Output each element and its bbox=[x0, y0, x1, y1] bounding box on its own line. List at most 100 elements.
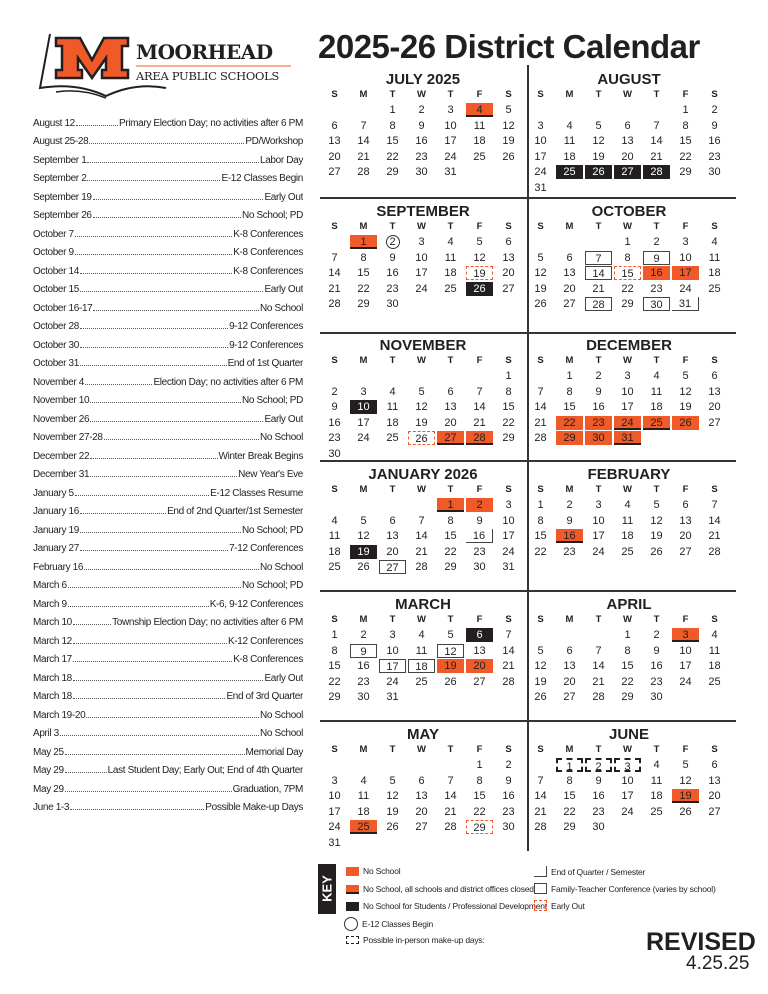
dot-leader bbox=[67, 605, 209, 607]
calendar-day: 8 bbox=[389, 119, 396, 132]
calendar-day: 11 bbox=[708, 251, 721, 264]
calendar-day: 12 bbox=[679, 385, 692, 398]
dot-leader bbox=[84, 568, 259, 570]
calendar-day: 30 bbox=[357, 691, 370, 704]
calendar-day: 12 bbox=[534, 267, 547, 280]
calendar-day-conf: 7 bbox=[585, 250, 612, 265]
event-description: No School bbox=[260, 728, 303, 739]
weekday-header: S bbox=[537, 355, 544, 366]
calendar-day: 3 bbox=[360, 385, 367, 398]
weekday-header: S bbox=[331, 614, 338, 625]
event-date: October 16-17 bbox=[33, 302, 93, 314]
event-date: October 28 bbox=[33, 321, 79, 332]
calendar-day: 10 bbox=[592, 514, 605, 527]
month-september: SEPTEMBER S M T W T F S 1 2 3 4 5 6 7 8 9 10 11 12 13 14 15 16 1… bbox=[320, 200, 526, 328]
calendar-day: 9 bbox=[389, 251, 396, 264]
dot-leader bbox=[87, 180, 221, 181]
calendar-day: 22 bbox=[386, 150, 399, 163]
event-description: Last Student Day; Early Out; End of 4th … bbox=[107, 765, 303, 776]
calendar-day: 26 bbox=[679, 805, 692, 818]
dot-leader bbox=[72, 642, 227, 644]
dot-leader bbox=[79, 550, 229, 551]
calendar-day: 3 bbox=[418, 236, 425, 248]
event-description: No School bbox=[260, 302, 303, 314]
calendar-day: 20 bbox=[708, 401, 721, 414]
event-row: October 9 K-8 Conferences bbox=[33, 240, 303, 258]
calendar-day: 13 bbox=[415, 790, 428, 803]
calendar-day: 23 bbox=[650, 282, 663, 295]
calendar-day: 10 bbox=[415, 251, 428, 264]
key-early-out: Early Out bbox=[534, 900, 585, 911]
calendar-day: 25 bbox=[708, 282, 721, 295]
calendar-day: 10 bbox=[328, 790, 341, 803]
calendar-day: 22 bbox=[679, 150, 692, 163]
dot-leader bbox=[75, 124, 119, 126]
weekday-header: M bbox=[359, 614, 368, 625]
calendar-day: 28 bbox=[592, 691, 605, 704]
calendar-day: 10 bbox=[444, 119, 457, 132]
weekday-header: F bbox=[476, 89, 483, 100]
event-description: End of 3rd Quarter bbox=[226, 691, 303, 702]
event-date: December 22 bbox=[33, 450, 90, 462]
calendar-day: 10 bbox=[502, 514, 515, 527]
weekday-header: W bbox=[623, 744, 632, 755]
calendar-day: 11 bbox=[708, 644, 721, 657]
event-row: December 31 New Year's Eve bbox=[33, 462, 303, 480]
calendar-day: 22 bbox=[621, 675, 634, 688]
calendar-day: 10 bbox=[386, 644, 399, 657]
weekday-header: W bbox=[417, 89, 426, 100]
black-swatch-icon bbox=[346, 901, 359, 911]
calendar-day: 31 bbox=[502, 561, 515, 574]
weekday-header: W bbox=[417, 355, 426, 366]
calendar-day: 8 bbox=[505, 385, 512, 398]
calendar-day: 19 bbox=[534, 282, 547, 295]
event-description: PD/Workshop bbox=[245, 136, 303, 147]
district-logo: MOORHEAD AREA PUBLIC SCHOOLS bbox=[36, 30, 296, 100]
calendar-day: 7 bbox=[653, 119, 660, 132]
calendar-day: 23 bbox=[563, 545, 576, 558]
calendar-day-makeup: 1 bbox=[556, 758, 583, 773]
dot-leader bbox=[79, 291, 264, 292]
calendar-day: 27 bbox=[563, 691, 576, 704]
dot-leader bbox=[84, 383, 153, 385]
calendar-day: 17 bbox=[502, 530, 515, 543]
weekday-header: T bbox=[653, 484, 660, 495]
calendar-day: 25 bbox=[444, 282, 457, 295]
dot-leader bbox=[72, 679, 264, 681]
calendar-day: 27 bbox=[415, 821, 428, 834]
weekday-header: F bbox=[682, 355, 689, 366]
event-row: January 16 End of 2nd Quarter/1st Semeste… bbox=[33, 499, 303, 517]
event-row: March 10 Township Election Day; no activi… bbox=[33, 610, 303, 628]
event-date: October 30 bbox=[33, 339, 79, 351]
event-description: No School bbox=[260, 432, 303, 443]
weekday-header: S bbox=[537, 89, 544, 100]
calendar-day: 28 bbox=[534, 821, 547, 834]
calendar-day: 19 bbox=[415, 416, 428, 429]
calendar-day: 26 bbox=[386, 821, 399, 834]
calendar-day: 15 bbox=[563, 401, 576, 414]
calendar-day: 8 bbox=[537, 514, 544, 527]
calendar-day: 12 bbox=[386, 790, 399, 803]
calendar-day: 8 bbox=[360, 251, 367, 264]
calendar-day: 3 bbox=[447, 104, 454, 116]
dot-leader bbox=[74, 254, 233, 255]
calendar-day: 12 bbox=[502, 119, 515, 132]
calendar-day: 21 bbox=[502, 660, 515, 673]
calendar-day: 13 bbox=[328, 135, 341, 148]
event-description: Early Out bbox=[264, 191, 303, 203]
key-end-quarter: End of Quarter / Semester bbox=[534, 866, 645, 877]
dot-leader bbox=[70, 809, 205, 810]
calendar-day: 13 bbox=[563, 660, 576, 673]
month-october: OCTOBER S M T W T F S 1 2 3 4 5 6 7 8 9 10 11 12 13 14 15 16 17 1… bbox=[526, 200, 732, 328]
calendar-day-conf: 9 bbox=[350, 643, 377, 658]
weekday-header: M bbox=[359, 744, 368, 755]
calendar-day: 7 bbox=[505, 629, 512, 641]
dot-leader bbox=[64, 753, 245, 755]
calendar-day: 21 bbox=[592, 675, 605, 688]
dot-leader bbox=[72, 698, 226, 699]
event-description: 7-12 Conferences bbox=[229, 543, 303, 554]
calendar-day: 7 bbox=[447, 774, 454, 787]
calendar-day: 11 bbox=[357, 790, 370, 803]
weekday-header: S bbox=[505, 355, 512, 366]
calendar-day: 16 bbox=[328, 416, 341, 429]
